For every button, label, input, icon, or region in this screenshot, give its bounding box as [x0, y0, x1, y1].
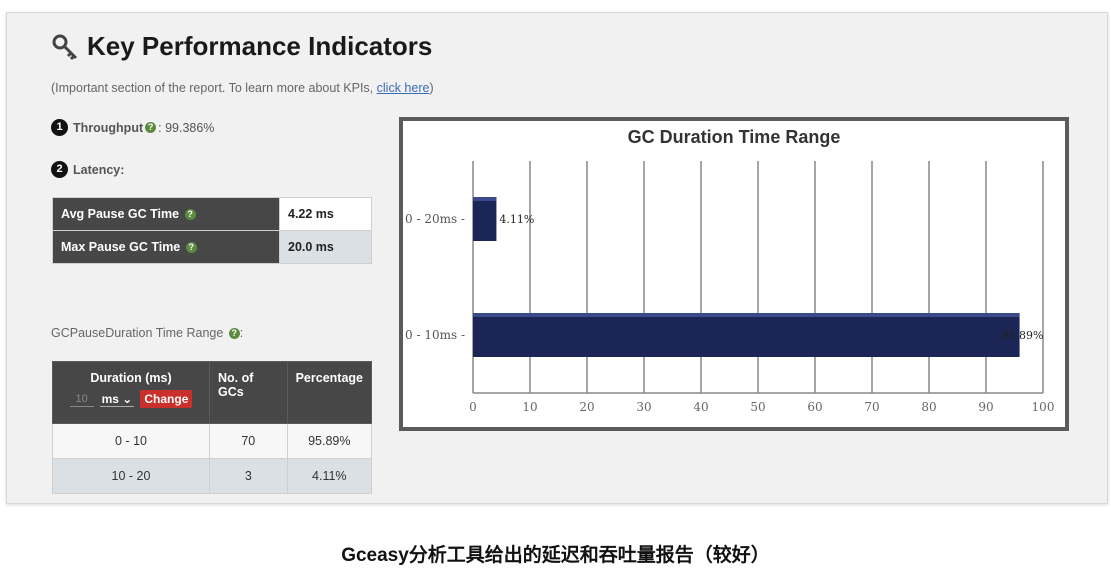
page-title: Key Performance Indicators — [87, 31, 433, 61]
gc-count-header: No. of GCs — [209, 361, 288, 424]
duration-header-label: Duration (ms) — [90, 371, 172, 385]
category-label: 0 - 10ms - — [405, 328, 465, 342]
duration-table: Duration (ms) ms ⌄ Change No. of GCs Per… — [52, 361, 373, 494]
bar-highlight — [473, 197, 497, 201]
data-label: 4.11% — [499, 213, 534, 226]
max-pause-label: Max Pause GC Time — [61, 240, 181, 254]
bucket-size-input[interactable] — [69, 391, 94, 407]
bar — [473, 313, 1020, 357]
bar-highlight — [473, 313, 1020, 317]
throughput-value: : 99.386% — [158, 120, 215, 135]
chart-title: GC Duration Time Range — [627, 127, 841, 147]
subtitle-suffix: ) — [429, 81, 434, 95]
range-label-text: GCPauseDuration Time Range — [51, 326, 224, 340]
table-row: Max Pause GC Time ? 20.0 ms — [52, 230, 372, 264]
unit-select[interactable]: ms ⌄ — [99, 391, 135, 407]
duration-cell: 0 - 10 — [52, 423, 210, 459]
x-tick-label: 20 — [579, 400, 594, 414]
count-cell: 3 — [209, 458, 288, 494]
help-icon[interactable]: ? — [185, 242, 197, 254]
number-2-badge: 2 — [51, 161, 68, 178]
table-row: 10 - 20 3 4.11% — [52, 458, 373, 494]
kpi-panel: Key Performance Indicators (Important se… — [6, 12, 1108, 504]
subtitle-text: (Important section of the report. To lea… — [51, 81, 377, 95]
avg-pause-value: 4.22 ms — [279, 197, 372, 231]
key-icon — [52, 34, 78, 60]
unit-select-value: ms — [101, 391, 119, 406]
chevron-down-icon: ⌄ — [122, 391, 133, 406]
x-tick-label: 60 — [807, 400, 822, 414]
max-pause-label-cell: Max Pause GC Time ? — [52, 230, 280, 264]
figure-caption: Gceasy分析工具给出的延迟和吞吐量报告（较好） — [341, 545, 770, 566]
avg-pause-label: Avg Pause GC Time — [61, 207, 180, 221]
x-tick-label: 40 — [693, 400, 708, 414]
duration-header: Duration (ms) ms ⌄ Change — [52, 361, 210, 424]
table-header-row: Duration (ms) ms ⌄ Change No. of GCs Per… — [52, 361, 373, 424]
change-button[interactable]: Change — [140, 390, 193, 408]
max-pause-value: 20.0 ms — [279, 230, 372, 264]
help-icon[interactable]: ? — [184, 209, 196, 221]
data-label: 95.89% — [1002, 329, 1044, 342]
avg-pause-label-cell: Avg Pause GC Time ? — [52, 197, 280, 231]
x-tick-label: 70 — [864, 400, 879, 414]
category-label: 10 - 20ms - — [403, 212, 465, 226]
x-tick-label: 100 — [1032, 400, 1055, 414]
x-tick-label: 30 — [636, 400, 651, 414]
throughput-label: Throughput — [73, 120, 144, 135]
latency-label: Latency: — [73, 162, 125, 177]
title-bar: Key Performance Indicators — [51, 31, 432, 62]
chart-container: GC Duration Time Range 0 10 20 30 40 50 60 70 80… — [397, 117, 1069, 431]
click-here-link[interactable]: click here — [376, 81, 430, 95]
duration-cell: 10 - 20 — [52, 458, 210, 494]
x-tick-label: 50 — [750, 400, 765, 414]
latency-table: Avg Pause GC Time ? 4.22 ms Max Pause GC… — [52, 197, 372, 264]
x-tick-label: 0 — [469, 400, 477, 414]
help-icon[interactable]: ? — [228, 328, 240, 340]
table-row: 0 - 10 70 95.89% — [52, 423, 373, 459]
help-icon[interactable]: ? — [145, 122, 157, 133]
duration-controls: ms ⌄ Change — [61, 390, 201, 408]
x-tick-label: 80 — [921, 400, 936, 414]
x-tick-label: 90 — [978, 400, 993, 414]
throughput-line: 1 Throughput ? : 99.386% — [51, 119, 214, 136]
latency-line: 2 Latency: — [51, 161, 124, 178]
bar — [473, 197, 497, 241]
table-row: Avg Pause GC Time ? 4.22 ms — [52, 197, 372, 231]
count-cell: 70 — [209, 423, 288, 459]
percentage-header: Percentage — [286, 361, 373, 424]
bar-chart: 0 10 20 30 40 50 60 70 80 90 100 10 - 20ms - 4.11% 0 … — [397, 161, 1055, 414]
percentage-cell: 95.89% — [286, 423, 373, 459]
subtitle: (Important section of the report. To lea… — [51, 81, 434, 95]
range-label: GCPauseDuration Time Range ?: — [51, 326, 243, 340]
number-1-badge: 1 — [51, 119, 68, 136]
range-label-suffix: : — [239, 326, 244, 340]
percentage-cell: 4.11% — [286, 458, 373, 494]
x-tick-label: 10 — [522, 400, 537, 414]
